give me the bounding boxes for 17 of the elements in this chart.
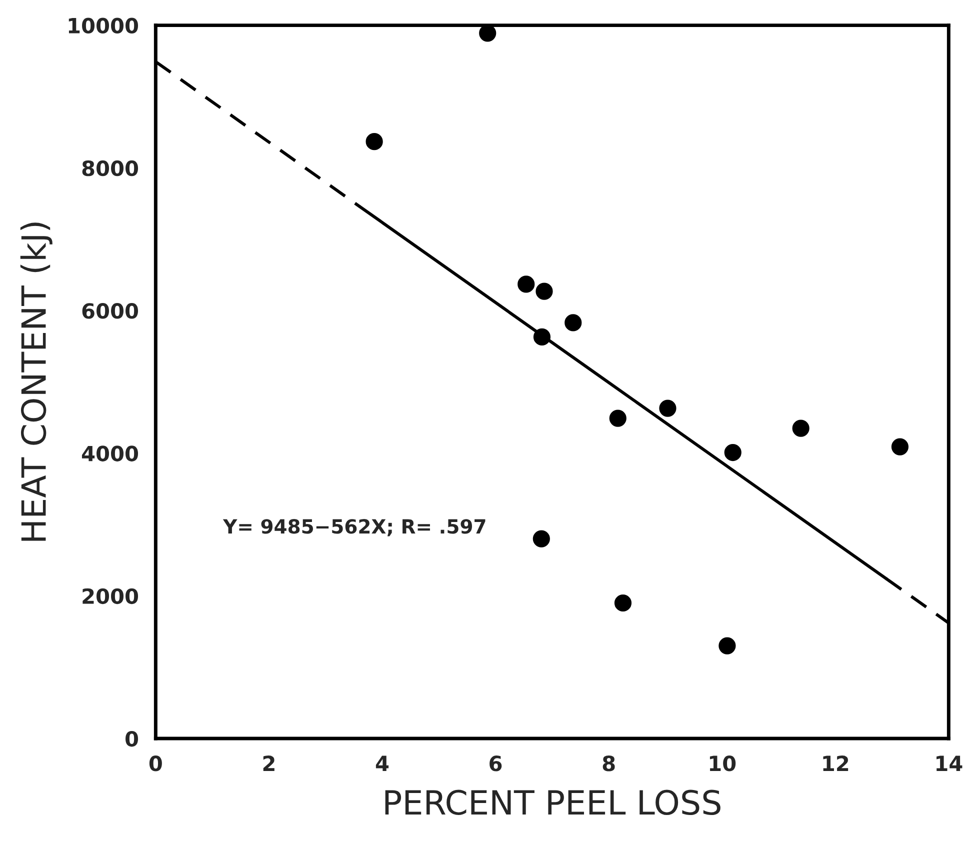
y-tick-label: 2000 xyxy=(82,588,138,604)
x-tick-label: 4 xyxy=(376,756,389,771)
y-tick-label: 6000 xyxy=(82,303,138,319)
x-tick-label: 12 xyxy=(823,756,848,771)
x-tick-label: 6 xyxy=(490,756,502,772)
x-tick-label: 8 xyxy=(602,756,615,772)
annotation: Y= 9485−562X; R= .597 xyxy=(222,519,486,536)
x-tick-label: 0 xyxy=(149,756,162,772)
x-axis-title: PERCENT PEEL LOSS xyxy=(385,790,720,816)
y-axis-title: HEAT CONTENT (kJ) xyxy=(20,222,52,541)
y-tick-label: 0 xyxy=(126,730,138,747)
y-tick-label: 4000 xyxy=(82,446,138,462)
x-tick-label: 2 xyxy=(263,756,274,771)
y-tick-label: 10000 xyxy=(68,18,138,34)
x-tick-label: 14 xyxy=(936,756,962,771)
x-tick-label: 10 xyxy=(710,756,736,772)
y-tick-label: 8000 xyxy=(82,160,138,176)
